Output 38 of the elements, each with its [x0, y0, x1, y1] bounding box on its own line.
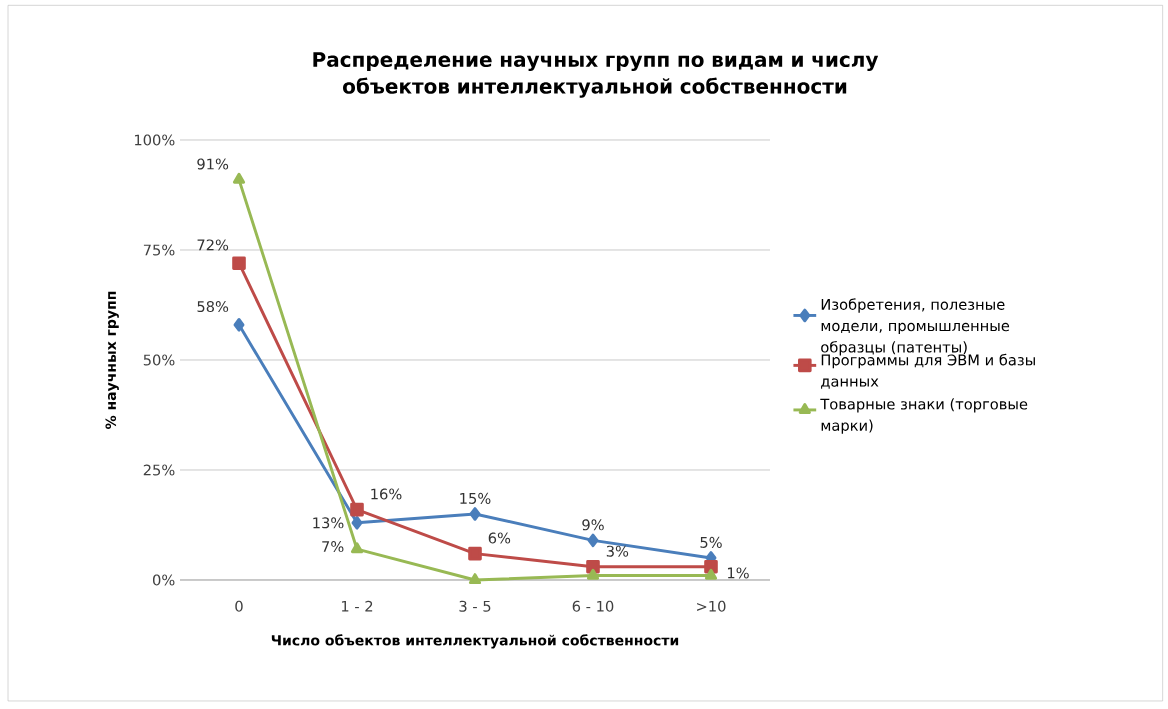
point	[232, 256, 246, 270]
point	[704, 568, 718, 580]
data-label: 91%	[197, 158, 229, 170]
x-tick-label: 1 - 2	[341, 600, 373, 612]
x-tick-label: >10	[697, 600, 726, 612]
data-label: 13%	[313, 517, 344, 529]
y-tick-label: 25%	[143, 464, 175, 476]
point	[587, 533, 599, 548]
data-label: 7%	[322, 540, 344, 553]
data-label: 1%	[727, 567, 749, 579]
y-tick-label: 75%	[143, 244, 175, 256]
x-tick-label: 6 - 10	[572, 600, 614, 612]
point	[350, 502, 364, 517]
data-label: 72%	[197, 239, 229, 251]
point	[350, 542, 364, 554]
data-label: 9%	[582, 519, 604, 531]
point	[468, 573, 482, 585]
point	[232, 172, 246, 184]
y-tick-label: 100%	[134, 134, 175, 146]
data-label: 15%	[460, 492, 491, 504]
chart-title: Распределение научных групп по видам и числу объектов интеллектуальной собственности	[313, 52, 879, 98]
data-label: 5%	[700, 536, 722, 548]
y-tick-label: 0%	[152, 574, 175, 586]
data-label: 58%	[197, 301, 229, 313]
data-label: 16%	[371, 488, 402, 500]
legend-label: Товарные знаки (торговые марки)	[820, 398, 1028, 434]
point	[351, 515, 363, 530]
y-tick-label: 50%	[143, 354, 175, 366]
y-axis-title: % научных групп	[105, 291, 119, 429]
point	[233, 317, 245, 332]
x-tick-label: 0	[235, 600, 243, 612]
x-axis-title: Число объектов интеллектуальной собственности	[271, 634, 679, 649]
point	[468, 546, 482, 561]
point	[586, 568, 600, 580]
x-tick-label: 3 - 5	[459, 600, 491, 612]
data-label: 6%	[488, 532, 511, 544]
point	[469, 507, 481, 521]
data-label: 3%	[606, 545, 629, 557]
